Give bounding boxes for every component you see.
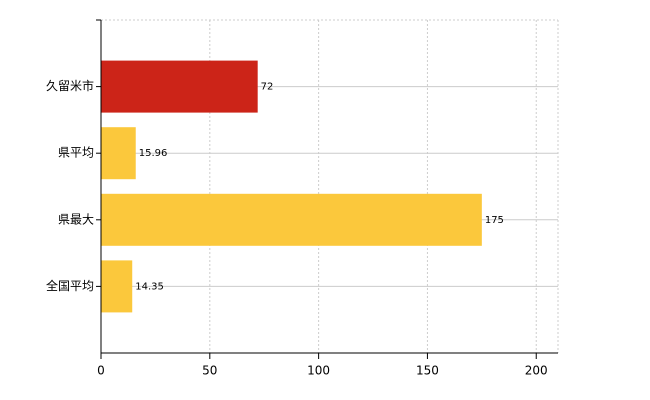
bar: [101, 127, 136, 180]
x-tick-label: 0: [97, 364, 105, 378]
value-label: 14.35: [135, 281, 164, 292]
y-tick-label: 久留米市: [46, 78, 94, 93]
x-tick-label: 200: [525, 364, 548, 378]
x-tick-label: 100: [307, 364, 330, 378]
value-label: 175: [485, 215, 504, 226]
x-tick-label: 50: [202, 364, 217, 378]
x-tick-label: 150: [416, 364, 439, 378]
y-tick-label: 県平均: [58, 146, 94, 160]
bar: [101, 60, 258, 113]
y-tick-label: 県最大: [58, 212, 94, 226]
y-tick-label: 全国平均: [46, 278, 94, 293]
bar: [101, 193, 482, 246]
bar: [101, 260, 133, 313]
value-label: 72: [261, 82, 274, 93]
value-label: 15.96: [139, 148, 168, 159]
